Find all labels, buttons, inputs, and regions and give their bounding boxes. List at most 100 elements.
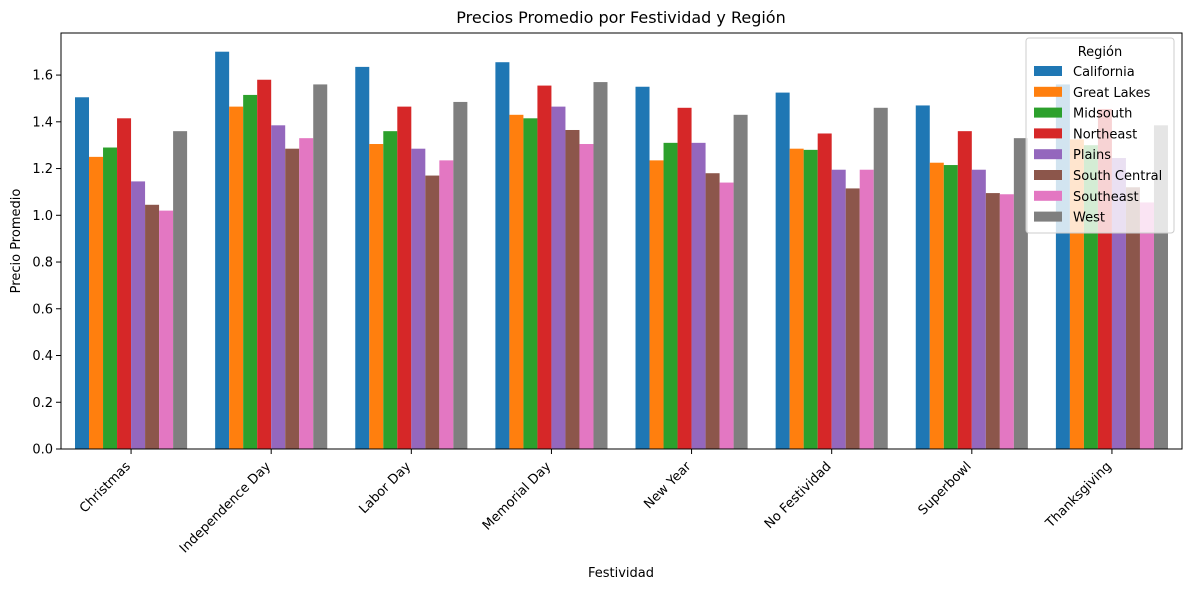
- bar-plains-2: [411, 148, 426, 449]
- bar-california-5: [775, 92, 790, 449]
- bar-west-3: [593, 82, 608, 449]
- bar-midsouth-5: [803, 149, 818, 449]
- y-axis-label: Precio Promedio: [9, 189, 24, 294]
- y-tick-label: 0.0: [32, 443, 53, 458]
- bar-california-0: [75, 97, 90, 450]
- legend-swatch: [1034, 107, 1062, 118]
- bar-california-6: [915, 105, 930, 449]
- bar-midsouth-6: [943, 165, 958, 450]
- bar-plains-3: [551, 106, 566, 450]
- bar-west-6: [1013, 138, 1028, 450]
- bar-northeast-1: [257, 79, 272, 450]
- bar-california-2: [355, 66, 370, 449]
- bar-northeast-5: [817, 133, 832, 450]
- legend-label: Northeast: [1073, 127, 1137, 142]
- bar-south-central-3: [565, 129, 580, 450]
- bar-midsouth-4: [663, 142, 678, 449]
- bars-group: [75, 51, 1168, 450]
- bar-great-lakes-5: [789, 148, 804, 449]
- legend-swatch: [1034, 170, 1062, 180]
- bar-south-central-5: [845, 188, 860, 450]
- bar-plains-5: [831, 169, 846, 449]
- x-tick-label: Thanksgiving: [1042, 459, 1114, 531]
- legend-frame: [1025, 37, 1175, 234]
- bar-northeast-0: [117, 118, 132, 450]
- bar-west-1: [313, 84, 328, 450]
- bar-south-central-1: [285, 148, 300, 449]
- legend-swatch: [1034, 66, 1062, 76]
- plot-frame: [60, 32, 1183, 450]
- bar-midsouth-0: [103, 147, 118, 449]
- x-tick-label: New Year: [641, 459, 695, 513]
- bar-southeast-7: [1139, 202, 1154, 449]
- x-tick-label: Labor Day: [356, 459, 414, 517]
- bar-west-5: [873, 107, 888, 449]
- legend-label: South Central: [1073, 169, 1162, 184]
- legend-label: Southeast: [1073, 190, 1139, 205]
- legend-label: Midsouth: [1073, 107, 1132, 122]
- bar-plains-4: [691, 142, 706, 449]
- bar-southeast-2: [439, 160, 454, 449]
- bar-plains-6: [971, 169, 986, 449]
- bar-south-central-6: [985, 193, 1000, 449]
- legend: Región California Great Lakes Midsouth Nort…: [1025, 37, 1175, 234]
- bar-great-lakes-3: [509, 114, 524, 450]
- bar-southeast-3: [579, 144, 594, 449]
- bar-great-lakes-2: [369, 144, 384, 449]
- y-axis: 0.0 0.2 0.4 0.6 0.8 1.0 1.2 1.4 1.6: [32, 69, 61, 458]
- bar-plains-0: [131, 181, 146, 449]
- bar-northeast-4: [677, 107, 692, 449]
- bar-west-0: [173, 131, 188, 449]
- bar-northeast-3: [537, 85, 552, 449]
- bar-northeast-6: [957, 131, 972, 449]
- bar-great-lakes-1: [229, 106, 244, 450]
- bar-southeast-0: [159, 210, 174, 449]
- bar-california-4: [635, 86, 650, 449]
- bar-southeast-5: [859, 169, 874, 449]
- bar-midsouth-1: [243, 94, 258, 450]
- bar-midsouth-2: [383, 131, 398, 449]
- legend-swatch: [1034, 86, 1062, 97]
- bar-south-central-0: [145, 204, 160, 449]
- y-tick-label: 0.2: [32, 396, 53, 411]
- legend-items: California Great Lakes Midsouth Northeast Pl…: [1034, 65, 1162, 226]
- x-axis-label: Festividad: [588, 566, 654, 581]
- bar-west-2: [453, 101, 468, 449]
- bar-southeast-1: [299, 138, 314, 450]
- legend-label: Great Lakes: [1073, 86, 1151, 101]
- legend-label: California: [1073, 65, 1135, 80]
- bar-south-central-2: [425, 175, 440, 449]
- x-tick-label: No Festividad: [762, 459, 835, 532]
- y-tick-label: 1.4: [32, 115, 53, 130]
- bar-northeast-2: [397, 106, 412, 450]
- bar-southeast-4: [719, 182, 734, 449]
- x-axis: Christmas Independence Day Labor Day Memori…: [77, 449, 1115, 556]
- x-tick-label: Christmas: [77, 459, 134, 516]
- bar-california-3: [495, 62, 510, 450]
- legend-label: West: [1073, 211, 1105, 226]
- legend-swatch: [1034, 190, 1062, 201]
- bar-midsouth-3: [523, 118, 538, 450]
- bar-west-4: [733, 114, 748, 450]
- x-tick-label: Memorial Day: [480, 459, 555, 534]
- y-tick-label: 0.6: [32, 302, 53, 317]
- y-tick-label: 1.2: [32, 162, 53, 177]
- bar-great-lakes-6: [929, 162, 944, 449]
- legend-label: Plains: [1073, 148, 1111, 163]
- chart-title: Precios Promedio por Festividad y Región: [456, 8, 785, 27]
- legend-swatch: [1034, 211, 1062, 222]
- bar-south-central-7: [1125, 187, 1140, 449]
- legend-swatch: [1034, 128, 1062, 139]
- bar-south-central-4: [705, 173, 720, 449]
- y-tick-label: 1.6: [32, 69, 53, 84]
- y-tick-label: 0.8: [32, 256, 53, 271]
- bar-great-lakes-4: [649, 160, 664, 449]
- x-tick-label: Superbowl: [916, 459, 975, 518]
- bar-plains-1: [271, 125, 286, 449]
- legend-title: Región: [1078, 45, 1123, 60]
- x-tick-label: Independence Day: [177, 459, 274, 556]
- bar-great-lakes-0: [89, 156, 104, 449]
- y-tick-label: 0.4: [32, 349, 53, 364]
- legend-swatch: [1034, 149, 1062, 160]
